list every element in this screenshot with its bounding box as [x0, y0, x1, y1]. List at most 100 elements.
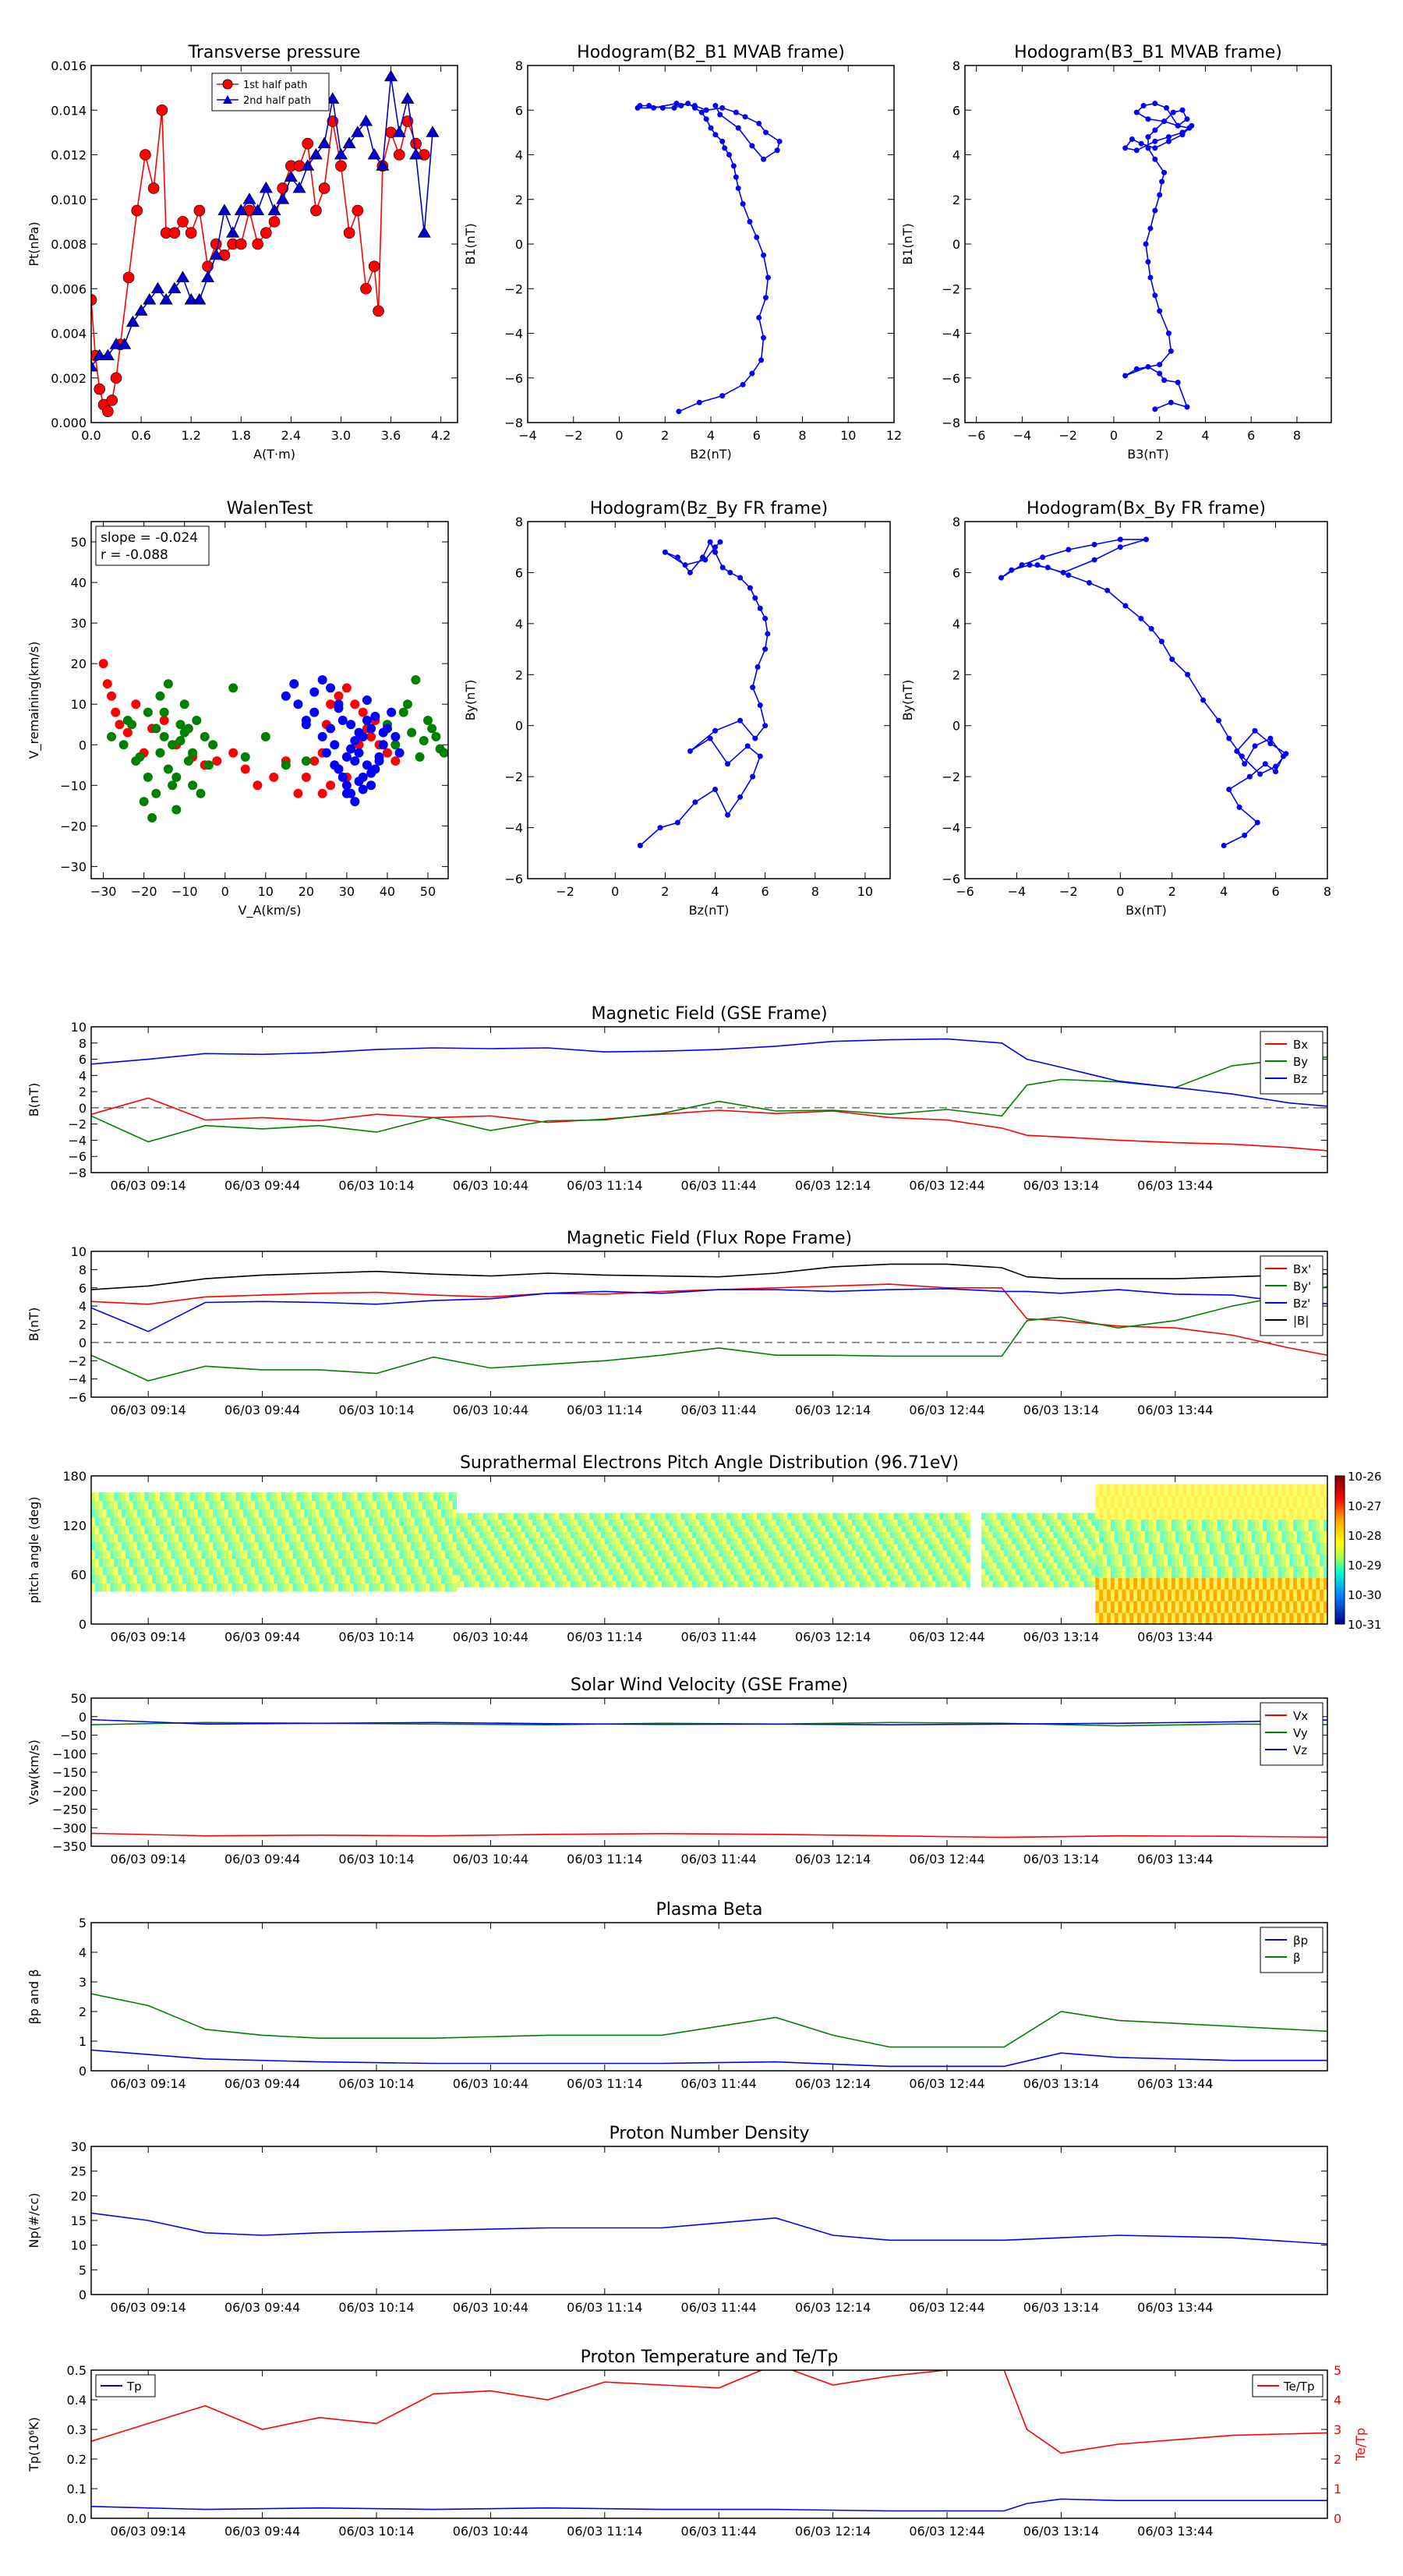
heatmap-cell	[1076, 1513, 1080, 1520]
heatmap-cell	[913, 1513, 917, 1520]
heatmap-cell	[1172, 1601, 1175, 1613]
heatmap-cell	[966, 1550, 970, 1557]
heatmap-cell	[148, 1575, 152, 1583]
data-point	[281, 760, 291, 770]
heatmap-cell	[429, 1517, 433, 1526]
heatmap-cell	[293, 1566, 297, 1575]
heatmap-cell	[103, 1534, 107, 1542]
y-tick-label: 2	[952, 667, 960, 682]
heatmap-cell	[677, 1544, 681, 1551]
heatmap-cell	[342, 1534, 346, 1542]
heatmap-cell	[445, 1541, 449, 1550]
heatmap-cell	[514, 1525, 518, 1532]
heatmap-cell	[680, 1537, 684, 1545]
heatmap-cell	[635, 1562, 639, 1569]
heatmap-cell	[1232, 1542, 1236, 1555]
heatmap-cell	[1225, 1577, 1228, 1590]
heatmap-cell	[692, 1575, 696, 1582]
heatmap-cell	[803, 1569, 807, 1576]
heatmap-cell	[825, 1550, 829, 1557]
heatmap-cell	[734, 1556, 738, 1563]
heatmap-cell	[297, 1559, 301, 1567]
heatmap-cell	[1115, 1577, 1119, 1590]
heatmap-cell	[224, 1566, 228, 1575]
heatmap-cell	[704, 1581, 708, 1588]
heatmap-cell	[836, 1550, 840, 1557]
heatmap-cell	[601, 1556, 605, 1563]
heatmap-cell	[856, 1531, 860, 1538]
heatmap-cell	[753, 1525, 757, 1532]
heatmap-cell	[795, 1544, 799, 1551]
x-tick-label: 0.0	[81, 428, 101, 443]
heatmap-cell	[110, 1509, 114, 1517]
heatmap-cell	[1133, 1612, 1137, 1625]
heatmap-cell	[1122, 1519, 1126, 1531]
heatmap-cell	[551, 1550, 555, 1557]
heatmap-cell	[548, 1519, 552, 1526]
heatmap-cell	[692, 1562, 696, 1569]
heatmap-cell	[1069, 1544, 1073, 1551]
heatmap-cell	[810, 1525, 814, 1532]
heatmap-cell	[597, 1513, 601, 1520]
heatmap-cell	[1248, 1566, 1252, 1578]
heatmap-cell	[433, 1541, 437, 1550]
heatmap-cell	[312, 1525, 316, 1534]
heatmap-cell	[589, 1544, 593, 1551]
heatmap-cell	[429, 1509, 433, 1517]
heatmap-cell	[1000, 1513, 1004, 1520]
heatmap-cell	[1206, 1577, 1210, 1590]
heatmap-cell	[1309, 1601, 1313, 1613]
heatmap-cell	[741, 1513, 745, 1520]
heatmap-cell	[266, 1575, 270, 1583]
heatmap-cell	[635, 1531, 639, 1538]
heatmap-cell	[433, 1550, 437, 1559]
heatmap-cell	[776, 1531, 779, 1538]
heatmap-cell	[437, 1517, 441, 1526]
data-point	[235, 239, 246, 249]
heatmap-cell	[1016, 1519, 1020, 1526]
heatmap-cell	[631, 1562, 635, 1569]
heatmap-cell	[704, 1556, 708, 1563]
heatmap-cell	[776, 1575, 779, 1582]
heatmap-cell	[239, 1525, 243, 1534]
heatmap-cell	[186, 1575, 190, 1583]
heatmap-cell	[525, 1556, 528, 1563]
heatmap-cell	[1016, 1550, 1020, 1557]
heatmap-cell	[544, 1525, 548, 1532]
heatmap-cell	[1285, 1542, 1289, 1555]
heatmap-cell	[518, 1513, 521, 1520]
heatmap-cell	[1042, 1575, 1046, 1582]
heatmap-cell	[445, 1501, 449, 1509]
heatmap-cell	[1069, 1537, 1073, 1545]
heatmap-cell	[1061, 1525, 1065, 1532]
heatmap-cell	[613, 1519, 617, 1526]
data-point	[1027, 562, 1033, 568]
heatmap-cell	[567, 1544, 571, 1551]
heatmap-cell	[107, 1566, 111, 1575]
heatmap-cell	[585, 1531, 589, 1538]
heatmap-cell	[1206, 1566, 1210, 1578]
data-point	[763, 129, 769, 135]
heatmap-cell	[1080, 1575, 1084, 1582]
heatmap-cell	[1084, 1562, 1088, 1569]
heatmap-cell	[868, 1581, 871, 1588]
heatmap-cell	[1327, 1530, 1331, 1543]
heatmap-cell	[419, 1566, 422, 1575]
heatmap-cell	[1012, 1537, 1016, 1545]
heatmap-cell	[822, 1550, 825, 1557]
data-point	[752, 736, 758, 741]
y-tick-label: 10	[71, 1244, 87, 1259]
heatmap-cell	[1267, 1601, 1270, 1613]
heatmap-cell	[1020, 1513, 1023, 1520]
heatmap-cell	[95, 1541, 99, 1550]
heatmap-cell	[1023, 1513, 1027, 1520]
heatmap-cell	[799, 1525, 803, 1532]
heatmap-cell	[1054, 1525, 1058, 1532]
heatmap-cell	[228, 1559, 232, 1567]
heatmap-cell	[1285, 1601, 1289, 1613]
heatmap-cell	[228, 1575, 232, 1583]
heatmap-cell	[373, 1509, 376, 1517]
heatmap-cell	[518, 1519, 521, 1526]
heatmap-cell	[107, 1559, 111, 1567]
y-axis-label: By(nT)	[900, 680, 915, 721]
